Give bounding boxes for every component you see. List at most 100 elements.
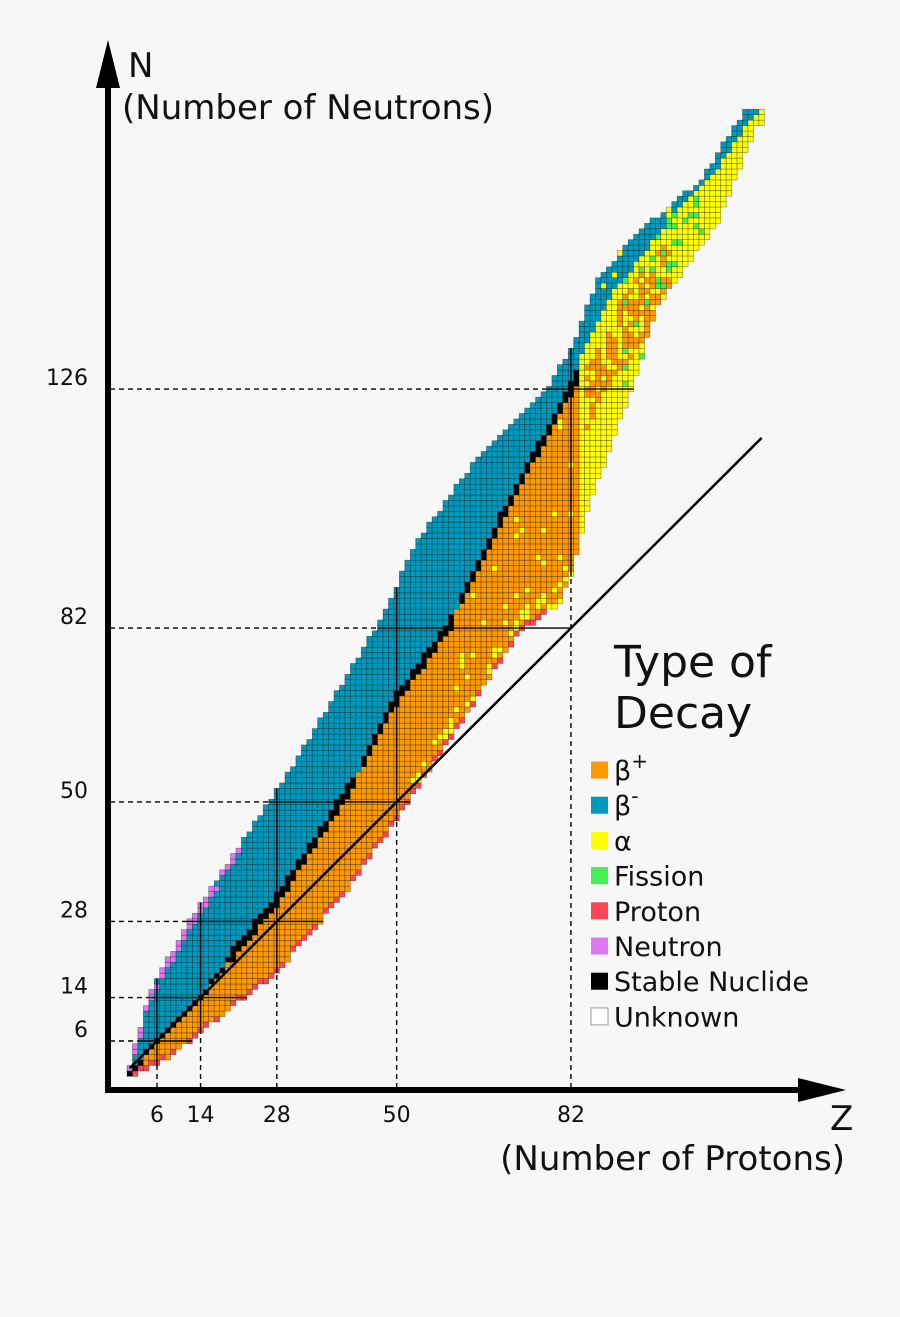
nuclide-cell-beta_minus	[431, 516, 438, 523]
nuclide-cell-alpha	[725, 157, 732, 164]
nuclide-cell-alpha	[633, 326, 640, 333]
nuclide-cell-beta_plus	[540, 489, 547, 496]
nuclide-cell-beta_minus	[535, 424, 542, 431]
nuclide-cell-beta_plus	[480, 641, 487, 648]
nuclide-cell-alpha	[578, 424, 585, 431]
nuclide-cell-beta_plus	[518, 559, 525, 566]
nuclide-cell-beta_minus	[290, 858, 297, 865]
nuclide-cell-alpha	[655, 271, 662, 278]
nuclide-cell-beta_plus	[551, 565, 558, 572]
nuclide-cell-beta_plus	[437, 695, 444, 702]
nuclide-cell-beta_minus	[322, 782, 329, 789]
nuclide-cell-beta_minus	[311, 809, 318, 816]
nuclide-cell-proton	[192, 1032, 199, 1039]
nuclide-cell-beta_plus	[371, 782, 378, 789]
nuclide-cell-stable	[557, 407, 564, 414]
nuclide-cell-beta_plus	[159, 1048, 166, 1055]
nuclide-cell-beta_plus	[437, 712, 444, 719]
nuclide-cell-alpha	[638, 277, 645, 284]
nuclide-cell-beta_minus	[344, 673, 351, 681]
nuclide-cell-alpha	[584, 456, 591, 463]
nuclide-cell-beta_minus	[164, 972, 171, 979]
nuclide-cell-beta_minus	[252, 913, 259, 920]
nuclide-cell-beta_minus	[148, 1005, 155, 1012]
nuclide-cell-alpha	[682, 206, 689, 213]
nuclide-cell-beta_plus	[529, 489, 536, 496]
nuclide-cell-beta_minus	[262, 804, 269, 811]
nuclide-cell-beta_plus	[366, 788, 373, 795]
nuclide-cell-beta_minus	[175, 1005, 182, 1012]
nuclide-cell-beta_minus	[371, 635, 378, 642]
nuclide-cell-beta_minus	[464, 494, 471, 501]
nuclide-cell-alpha	[595, 456, 602, 463]
nuclide-cell-beta_plus	[458, 614, 466, 621]
nuclide-cell-beta_minus	[311, 739, 318, 746]
nuclide-cell-beta_minus	[230, 934, 237, 941]
nuclide-cell-beta_minus	[448, 510, 455, 518]
nuclide-cell-beta_plus	[535, 587, 542, 594]
nuclide-cell-beta_plus	[502, 630, 509, 637]
nuclide-cell-beta_minus	[164, 999, 171, 1006]
nuclide-cell-beta_minus	[268, 858, 275, 865]
nuclide-cell-beta_plus	[524, 527, 531, 534]
nuclide-cell-beta_plus	[529, 521, 536, 528]
legend-swatch-fission	[591, 867, 608, 885]
nuclide-cell-beta_plus	[464, 679, 471, 686]
nuclide-cell-beta_plus	[649, 282, 656, 289]
nuclide-cell-beta_plus	[366, 847, 373, 854]
nuclide-cell-beta_minus	[491, 440, 498, 447]
y-axis-label: (Number of Neutrons)	[122, 88, 494, 128]
nuclide-cell-beta_plus	[606, 375, 613, 382]
nuclide-cell-alpha	[448, 717, 455, 724]
nuclide-cell-beta_plus	[306, 913, 313, 920]
nuclide-cell-alpha	[600, 315, 607, 322]
nuclide-cell-beta_plus	[540, 570, 547, 577]
nuclide-cell-beta_minus	[426, 538, 433, 545]
nuclide-cell-alpha	[557, 554, 564, 561]
nuclide-cell-beta_plus	[551, 467, 558, 474]
nuclide-cell-beta_plus	[486, 635, 493, 642]
nuclide-cell-alpha	[693, 228, 700, 235]
nuclide-cell-beta_plus	[279, 940, 286, 947]
nuclide-cell-beta_plus	[508, 587, 515, 594]
nuclide-cell-beta_minus	[322, 815, 329, 822]
nuclide-cell-beta_plus	[322, 902, 329, 909]
nuclide-cell-beta_plus	[557, 549, 564, 556]
nuclide-cell-beta_minus	[524, 407, 531, 414]
nuclide-cell-beta_minus	[377, 712, 384, 719]
nuclide-cell-beta_plus	[540, 521, 547, 528]
nuclide-cell-beta_plus	[344, 815, 351, 822]
nuclide-cell-beta_minus	[584, 337, 591, 344]
nuclide-cell-beta_minus	[508, 483, 515, 490]
nuclide-cell-beta_minus	[339, 750, 346, 757]
nuclide-cell-beta_plus	[502, 549, 509, 556]
nuclide-cell-neutron	[148, 989, 155, 996]
nuclide-cell-beta_plus	[546, 527, 553, 534]
nuclide-cell-beta_plus	[458, 635, 466, 642]
nuclide-cell-fission	[698, 228, 705, 235]
nuclide-cell-proton	[409, 788, 417, 795]
nuclide-cell-beta_plus	[290, 934, 297, 941]
nuclide-cell-alpha	[600, 418, 607, 425]
nuclide-cell-beta_plus	[535, 565, 542, 572]
nuclide-cell-beta_minus	[295, 755, 302, 762]
nuclide-cell-beta_minus	[306, 755, 313, 762]
nuclide-cell-beta_minus	[415, 576, 422, 583]
nuclide-cell-beta_minus	[290, 836, 297, 843]
nuclide-cell-beta_minus	[279, 858, 286, 865]
nuclide-cell-alpha	[633, 353, 640, 360]
nuclide-cell-alpha	[704, 228, 711, 235]
nuclide-cell-alpha	[616, 396, 623, 403]
nuclide-cell-beta_plus	[437, 717, 444, 724]
nuclide-cell-beta_plus	[453, 635, 460, 642]
nuclide-cell-beta_plus	[442, 641, 449, 648]
nuclide-cell-beta_minus	[181, 956, 188, 963]
nuclide-cell-alpha	[458, 657, 466, 664]
nuclide-cell-alpha	[731, 157, 738, 164]
nuclide-cell-beta_minus	[578, 320, 585, 327]
nuclide-cell-beta_plus	[409, 717, 417, 724]
nuclide-cell-beta_minus	[219, 885, 226, 892]
nuclide-cell-beta_minus	[437, 510, 444, 518]
nuclide-cell-beta_plus	[420, 695, 427, 702]
nuclide-cell-alpha	[589, 451, 596, 458]
